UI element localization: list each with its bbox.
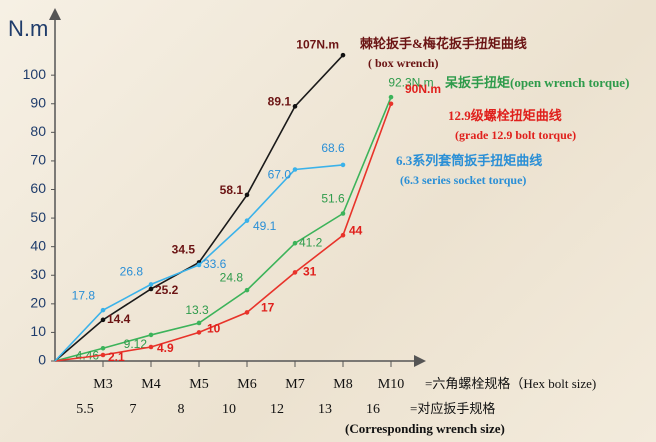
wrench-size: 13	[318, 402, 332, 417]
value-label: 92.3N.m	[388, 75, 433, 89]
x-tick-label: M5	[189, 377, 208, 392]
value-label: 24.8	[220, 270, 244, 284]
point	[244, 287, 250, 293]
legend-label: 呆扳手扭矩(open wrench torque)	[444, 75, 629, 90]
point	[292, 167, 298, 172]
y-tick-label: 80	[30, 123, 46, 139]
y-tick-label: 0	[38, 352, 46, 368]
point	[196, 330, 202, 335]
point	[100, 307, 106, 313]
y-tick-label: 10	[30, 323, 46, 339]
value-label: 41.2	[299, 235, 323, 249]
x-tick-label: M3	[93, 377, 112, 392]
y-tick-label: 40	[30, 237, 46, 253]
value-label: 89.1	[268, 94, 292, 108]
y-tick-label: 30	[30, 266, 46, 282]
category-note: =六角螺栓规格（Hex bolt size)	[425, 376, 596, 391]
point	[292, 270, 298, 275]
point	[148, 282, 154, 287]
value-label: 58.1	[220, 183, 244, 197]
legend-label-en: ( box wrench)	[368, 56, 438, 70]
value-label: 17	[261, 301, 275, 315]
x-tick-label: M7	[285, 377, 304, 392]
point	[388, 101, 394, 107]
y-tick-label: 60	[30, 180, 46, 196]
point	[340, 52, 346, 58]
point	[244, 310, 250, 315]
point	[292, 104, 298, 109]
point	[100, 345, 106, 351]
wrench-note: =对应扳手规格	[410, 401, 495, 416]
point	[340, 211, 346, 216]
wrench-size: 7	[130, 402, 137, 417]
wrench-note-en: (Corresponding wrench size)	[345, 421, 505, 436]
point	[292, 240, 298, 246]
value-label: 51.6	[321, 192, 345, 206]
value-label: 90N.m	[405, 82, 441, 96]
point	[196, 320, 202, 326]
value-label: 2.1	[108, 350, 125, 364]
value-label: 33.6	[203, 257, 227, 271]
value-label: 25.2	[155, 283, 179, 297]
wrench-size: 12	[270, 402, 284, 417]
legend-label-en: (grade 12.9 bolt torque)	[455, 128, 576, 142]
point	[100, 317, 106, 323]
x-tick-label: M8	[333, 377, 352, 392]
value-label: 44	[349, 223, 363, 237]
y-axis-label: N.m	[8, 16, 48, 41]
point	[148, 286, 154, 292]
legend-label: 棘轮扳手&梅花扳手扭矩曲线	[360, 36, 527, 51]
point	[244, 192, 250, 198]
point	[244, 218, 250, 223]
series-line	[54, 96, 392, 362]
wrench-size: 8	[178, 402, 185, 417]
point	[340, 162, 346, 168]
point	[148, 344, 154, 350]
value-label: 68.6	[321, 141, 345, 155]
wrench-size: 16	[366, 402, 380, 417]
x-tick-label: M6	[237, 377, 256, 392]
y-tick-label: 90	[30, 94, 46, 110]
point	[340, 232, 346, 238]
x-tick-label: M4	[141, 377, 160, 392]
value-label: 17.8	[72, 288, 96, 302]
value-label: 10	[207, 322, 221, 336]
value-label: 67.0	[268, 168, 292, 182]
wrench-size: 10	[222, 402, 236, 417]
value-label: 13.3	[185, 303, 209, 317]
value-label: 49.1	[253, 219, 277, 233]
value-label: 14.4	[107, 312, 131, 326]
y-tick-label: 100	[23, 66, 47, 82]
series-line	[54, 103, 392, 362]
y-tick-label: 70	[30, 152, 46, 168]
point	[148, 332, 154, 338]
point	[196, 262, 202, 268]
value-label: 4.9	[157, 341, 174, 355]
value-label: 31	[303, 265, 317, 279]
legend-label-en: (6.3 series socket torque)	[400, 173, 526, 187]
point	[100, 352, 106, 358]
legend-label: 6.3系列套筒扳手扭矩曲线	[396, 153, 542, 168]
y-tick-label: 20	[30, 295, 46, 311]
y-tick-label: 50	[30, 209, 46, 225]
legend-label: 12.9级螺栓扭矩曲线	[448, 108, 562, 123]
value-label: 34.5	[172, 243, 196, 257]
value-label: 9.12	[124, 337, 148, 351]
value-label: 4.46	[76, 348, 100, 362]
value-label: 107N.m	[296, 37, 339, 51]
value-label: 26.8	[120, 265, 144, 279]
x-tick-label: M10	[378, 377, 404, 392]
point	[388, 94, 394, 100]
wrench-size: 5.5	[76, 402, 94, 417]
